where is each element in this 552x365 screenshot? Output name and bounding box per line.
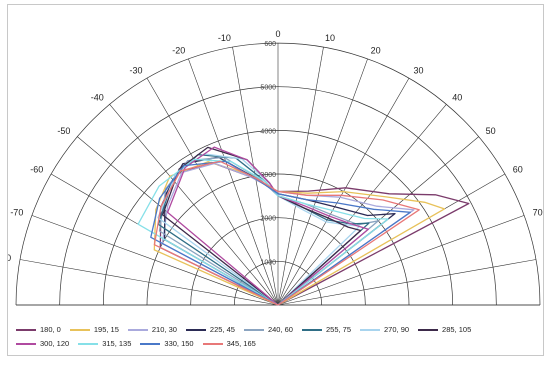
legend-item: 225, 45 [185,323,235,337]
legend-label: 315, 135 [102,339,132,348]
angle-spoke [277,46,324,306]
radial-tick-label: 2000 [260,216,276,223]
angle-tick-label: -70 [10,207,23,217]
series-line [158,156,380,306]
legend-label: 345, 165 [226,339,256,348]
angle-tick-label: 50 [486,126,496,136]
radial-tick-label: 600 [264,41,276,48]
angle-spoke [188,58,279,306]
angle-tick-label: 60 [513,165,523,175]
legend-item: 195, 15 [69,323,119,337]
legend-swatch [301,329,322,332]
angle-tick-label: -80 [8,253,11,263]
legend-item: 180, 0 [16,323,61,337]
legend-label: 300, 120 [40,339,70,348]
angle-tick-label: -60 [30,165,43,175]
angle-spoke [146,77,279,306]
angle-spoke [277,215,525,306]
legend-item: 315, 135 [78,337,131,351]
legend-item: 345, 165 [202,337,256,351]
angle-tick-label: -30 [129,65,142,75]
legend-item: 270, 90 [360,323,409,337]
angle-tick-label: -10 [218,33,231,43]
angle-tick-label: 10 [325,33,335,43]
legend-label: 270, 90 [384,325,410,334]
polar-grid [15,42,541,306]
angle-tick-labels: -90-80-70-60-50-40-30-20-100102030405060… [8,29,545,263]
angle-spoke [277,259,537,306]
legend-label: 225, 45 [209,325,235,334]
legend-swatch [202,343,223,346]
series-line [161,162,415,306]
radial-tick-label: 5000 [260,85,276,92]
series-line [153,160,420,306]
series-lines [137,146,470,306]
angle-spoke [109,104,279,306]
legend-swatch [140,343,161,346]
angle-tick-label: 0 [275,29,280,39]
legend-item: 330, 150 [140,337,194,351]
legend-swatch [16,343,36,346]
legend-label: 195, 15 [93,325,119,334]
legend-swatch [243,329,264,332]
legend-item: 255, 75 [301,323,352,337]
angle-tick-label: 40 [452,92,462,102]
legend-swatch [418,329,439,332]
angle-spoke [19,259,279,306]
legend-label: 180, 0 [40,325,61,334]
angle-spoke [31,215,279,306]
legend-label: 330, 150 [164,339,194,348]
radial-tick-label: 4000 [260,128,276,135]
legend-swatch [185,329,206,332]
angle-tick-label: -50 [57,126,70,136]
polar-chart: -90-80-70-60-50-40-30-20-100102030405060… [8,29,545,306]
angle-spoke [277,104,447,306]
series-line [166,146,369,306]
angle-tick-label: -20 [172,45,185,55]
legend-swatch [360,329,381,332]
radial-tick-labels: 1000 2000 3000 4000 5000 600 [260,41,276,266]
angle-tick-label: 30 [414,65,424,75]
legend-item: 240, 60 [243,323,293,337]
radial-tick-label: 1000 [260,259,276,266]
legend-swatch [69,329,90,332]
legend-label: 210, 30 [151,325,177,334]
radial-tick-label: 3000 [260,172,276,179]
angle-tick-label: -40 [91,92,104,102]
legend-item: 300, 120 [16,337,69,351]
angle-spoke [277,58,368,306]
legend-swatch [78,343,99,346]
legend-label: 240, 60 [267,325,293,334]
legend-label: 285, 105 [442,325,472,334]
legend-item: 210, 30 [127,323,177,337]
chart-frame: -90-80-70-60-50-40-30-20-100102030405060… [7,4,545,356]
legend-swatch [16,329,36,332]
angle-tick-label: 20 [371,45,381,55]
legend-swatch [127,329,148,332]
angle-tick-label: 70 [533,207,543,217]
legend-item: 285, 105 [418,323,471,337]
legend-label: 255, 75 [325,325,352,334]
series-line [150,160,411,306]
legend: 180, 0 195, 15 210, 30 225, 45 240, 60 255, 7… [16,323,536,351]
